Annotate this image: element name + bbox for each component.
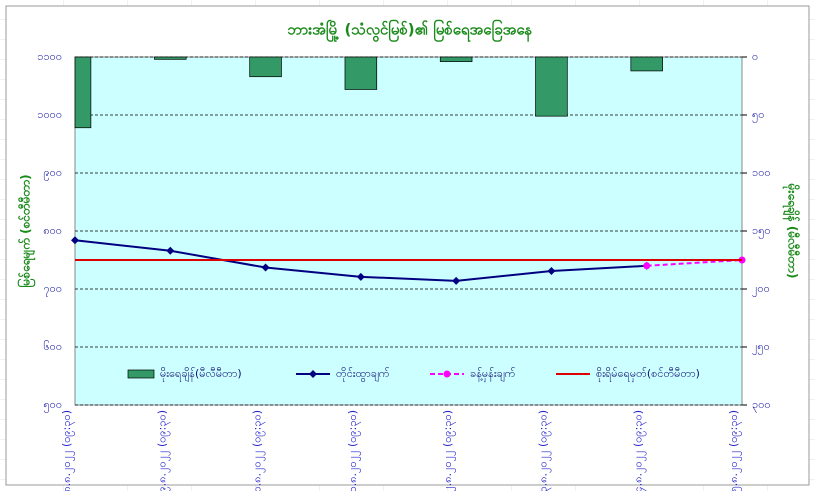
point [643,262,651,270]
x-tick-label: ၂၀.၈.၂၀၂၂ (၀၉:၃၀) [251,410,266,491]
legend-label: ခန့်မှန်းချက် [470,367,516,382]
bar [344,56,378,90]
legend-marker [309,370,317,378]
bar [630,56,663,72]
y-tick-label: ၁၀၀၀ [37,108,62,121]
y2-tick-label: ၀ [752,50,758,63]
legend-marker [443,370,451,378]
legend-label: မိုးရေချိန်(မီလီမီတာ) [160,367,242,382]
bar [439,56,473,62]
point [452,276,461,285]
bar [74,56,92,129]
y-axis-label: မြစ်ရေမျက် (စင်တီမီတာ) [16,174,37,287]
y-tick-label: ၆၀၀ [43,340,62,353]
point [261,263,270,272]
bar [249,56,282,78]
y2-tick-label: ၃၀၀ [752,398,771,413]
x-tick-label: ၁၉.၈.၂၀၂၂ (၀၉:၃၀) [155,410,170,491]
y2-tick-label: ၂၀၀ [752,282,770,297]
y-tick-label: ၁၁၀၀ [37,50,62,63]
y2-tick-label: ၂၅၀ [752,340,770,355]
legend-swatch [127,369,155,379]
y-tick-label: ၈၀၀ [43,224,62,237]
bar [535,56,568,117]
y-tick-label: ၇၀၀ [43,282,62,297]
point [547,267,556,276]
y2-tick-label: ၁၅၀ [752,224,771,239]
bar [154,56,187,60]
x-tick-label: ၂၁.၈.၂၀၂၂ (၀၉:၃၀) [346,410,361,491]
y-tick-label: ၉၀၀ [43,166,62,181]
y-tick-label: ၅၀၀ [43,398,62,413]
x-tick-label: ၂၂.၈.၂၀၂၂ (၀၉:၃၀) [441,410,456,491]
x-tick-label: ၂၃.၈.၂၀၂၂ (၀၉:၃၀) [536,410,551,491]
y2-tick-label: ၅၀ [752,108,764,123]
legend-label: စိုးရိမ်ရေမှတ်(စင်တီမီတာ) [596,367,700,382]
point [71,236,79,245]
y2-tick-label: ၁၀၀ [752,166,771,179]
point [356,272,365,281]
point [166,246,175,255]
x-tick-label: ၂၅.၈.၂၀၂၂ (၀၉:၃၀) [727,410,742,491]
y2-axis-label: မိုးရေချိန် (မီလီမီတာ) [782,183,802,279]
x-tick-label: ၁၈.၈.၂၀၂၂ (၀၉:၃၀) [60,410,75,491]
legend-label: တိုင်းထွာချက် [336,367,390,382]
x-tick-label: ၂၄.၈.၂၀၂၂ (၀၉:၃၀) [632,410,647,491]
